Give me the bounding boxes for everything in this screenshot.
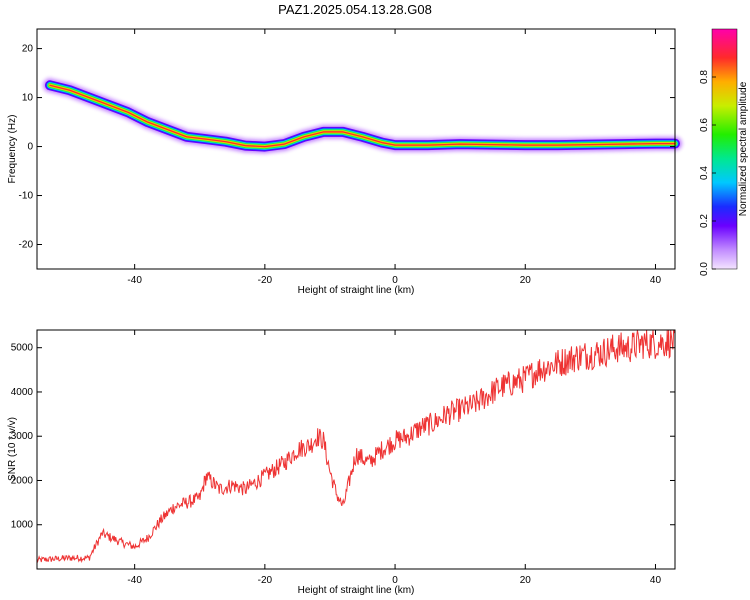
spectrogram-y-ticks: -20 -10 0 10 20 — [19, 44, 675, 251]
colorbar-tick-label: 0.0 — [699, 262, 710, 276]
snr-x-ticks: -40 -20 0 20 40 — [127, 330, 661, 586]
snr-x-tick-label: -40 — [127, 575, 142, 586]
snr-series-line — [36, 329, 676, 564]
spectrogram-x-tick-label: 0 — [392, 275, 398, 286]
snr-frame — [36, 329, 676, 570]
colorbar-label: Normalized spectral amplitude — [738, 81, 749, 216]
spectrogram-x-ticks: -40 -20 0 20 40 — [127, 29, 661, 286]
snr-x-label: Height of straight line (km) — [298, 585, 415, 596]
spectrogram-y-tick-label: -10 — [19, 191, 34, 202]
spectrogram-y-label: Frequency (Hz) — [7, 115, 18, 184]
snr-y-ticks: 1000 2000 3000 4000 5000 — [11, 343, 675, 531]
snr-y-tick-label: 1000 — [11, 520, 34, 531]
snr-x-tick-label: 40 — [650, 575, 662, 586]
colorbar-tick-label: 0.2 — [699, 214, 710, 228]
spectrogram-x-label: Height of straight line (km) — [298, 285, 415, 296]
snr-x-tick-label: 0 — [392, 575, 398, 586]
spectrogram-x-tick-label: 20 — [520, 275, 532, 286]
snr-y-tick-label: 4000 — [11, 387, 34, 398]
spectrogram-x-tick-label: 40 — [650, 275, 662, 286]
spectrogram-panel: -40 -20 0 20 40 -20 -10 0 10 20 Height of straig… — [7, 28, 684, 296]
snr-y-label: SNR (10 * v/v) — [7, 417, 18, 481]
colorbar-tick-label: 0.6 — [699, 118, 710, 132]
snr-y-tick-label: 3000 — [11, 431, 34, 442]
spectrogram-x-tick-label: -20 — [258, 275, 273, 286]
snr-panel: -40 -20 0 20 40 1000 2000 3000 4000 5000 Height … — [7, 329, 676, 596]
spectrogram-y-tick-label: 10 — [22, 93, 34, 104]
spectrogram-y-tick-label: 0 — [27, 142, 33, 153]
snr-x-tick-label: -20 — [258, 575, 273, 586]
spectrogram-x-tick-label: -40 — [127, 275, 142, 286]
snr-y-tick-label: 2000 — [11, 475, 34, 486]
spectrogram-ridge — [41, 76, 684, 156]
colorbar-tick-label: 0.8 — [699, 70, 710, 84]
spectrogram-y-tick-label: -20 — [19, 240, 34, 251]
snr-x-tick-label: 20 — [520, 575, 532, 586]
colorbar-tick-label: 0.4 — [699, 166, 710, 180]
chart-title: PAZ1.2025.054.13.28.G08 — [278, 2, 432, 17]
spectrogram-ridge-band — [49, 84, 676, 148]
colorbar-ticks: 0.0 0.2 0.4 0.6 0.8 — [699, 70, 716, 276]
spectrogram-frame — [36, 28, 676, 270]
snr-y-tick-label: 5000 — [11, 343, 34, 354]
colorbar-gradient — [711, 28, 738, 270]
spectrogram-y-tick-label: 20 — [22, 44, 34, 55]
colorbar: 0.0 0.2 0.4 0.6 0.8 Normalized spectral ampl… — [699, 28, 749, 276]
